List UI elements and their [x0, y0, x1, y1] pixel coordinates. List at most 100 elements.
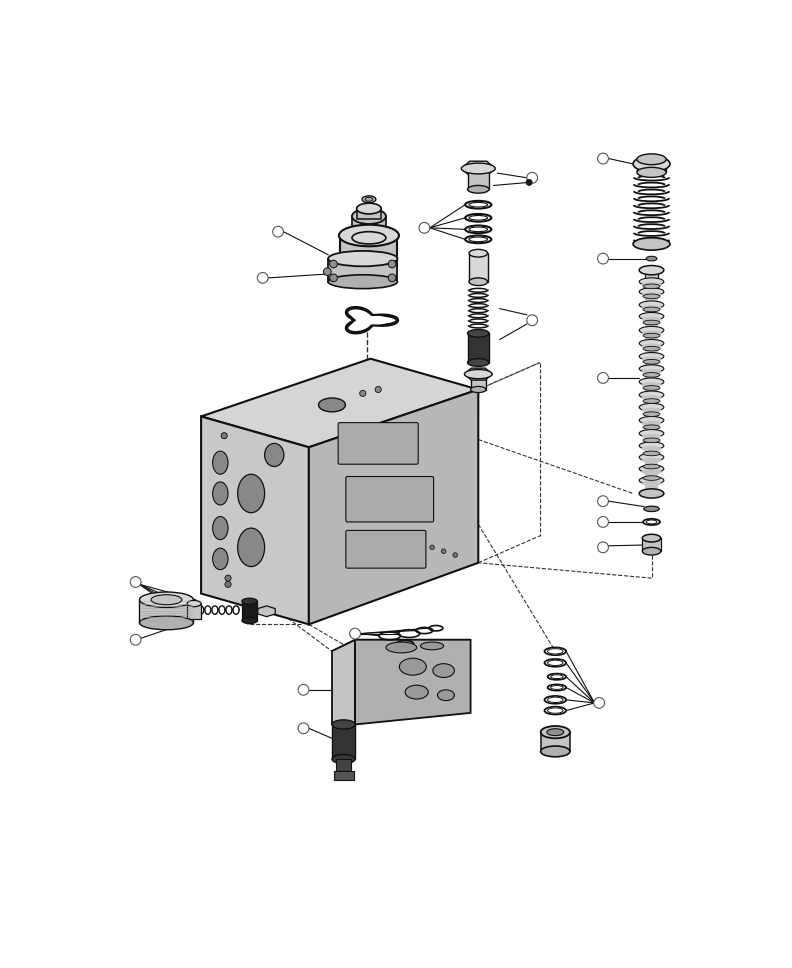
Ellipse shape — [332, 720, 355, 729]
Circle shape — [360, 390, 366, 397]
Ellipse shape — [469, 227, 488, 231]
Polygon shape — [469, 254, 488, 282]
Ellipse shape — [187, 600, 201, 607]
Ellipse shape — [242, 598, 257, 604]
Ellipse shape — [642, 282, 661, 287]
Ellipse shape — [639, 391, 664, 399]
Ellipse shape — [547, 660, 563, 666]
Ellipse shape — [547, 697, 563, 703]
Ellipse shape — [328, 251, 398, 266]
Ellipse shape — [643, 438, 660, 442]
Ellipse shape — [642, 357, 661, 362]
Ellipse shape — [212, 451, 228, 474]
Ellipse shape — [265, 443, 284, 467]
Ellipse shape — [643, 425, 660, 430]
Ellipse shape — [242, 618, 257, 623]
Circle shape — [527, 315, 538, 325]
Ellipse shape — [642, 408, 661, 413]
Polygon shape — [352, 312, 388, 329]
Ellipse shape — [356, 203, 381, 214]
Ellipse shape — [642, 421, 661, 426]
Polygon shape — [258, 606, 275, 617]
Ellipse shape — [642, 534, 661, 542]
Ellipse shape — [151, 594, 182, 605]
Polygon shape — [201, 416, 309, 624]
Ellipse shape — [541, 746, 570, 757]
Circle shape — [598, 373, 608, 383]
Ellipse shape — [637, 167, 666, 177]
Circle shape — [598, 517, 608, 528]
Ellipse shape — [225, 575, 231, 581]
Polygon shape — [201, 359, 478, 447]
Circle shape — [350, 628, 360, 639]
Ellipse shape — [643, 411, 660, 416]
Ellipse shape — [467, 359, 489, 367]
Circle shape — [375, 386, 381, 393]
Circle shape — [388, 260, 396, 268]
Ellipse shape — [139, 616, 193, 630]
Ellipse shape — [643, 465, 660, 469]
Ellipse shape — [639, 313, 664, 320]
Ellipse shape — [643, 399, 660, 404]
Ellipse shape — [318, 398, 345, 411]
Circle shape — [329, 274, 337, 282]
Ellipse shape — [639, 430, 664, 438]
Ellipse shape — [639, 287, 664, 295]
Ellipse shape — [547, 708, 563, 713]
Ellipse shape — [643, 347, 660, 351]
Circle shape — [527, 172, 538, 183]
Polygon shape — [187, 604, 201, 619]
Polygon shape — [467, 168, 489, 190]
Circle shape — [526, 179, 532, 186]
Ellipse shape — [642, 458, 661, 463]
Circle shape — [441, 549, 446, 554]
FancyBboxPatch shape — [346, 530, 426, 568]
Ellipse shape — [399, 658, 426, 676]
Circle shape — [298, 684, 309, 695]
Polygon shape — [464, 368, 492, 380]
Ellipse shape — [639, 301, 664, 309]
Circle shape — [453, 553, 458, 558]
Polygon shape — [328, 258, 398, 282]
Ellipse shape — [642, 369, 661, 375]
Ellipse shape — [639, 365, 664, 373]
Ellipse shape — [646, 520, 657, 524]
Polygon shape — [642, 538, 661, 551]
Ellipse shape — [643, 475, 660, 480]
Ellipse shape — [421, 642, 444, 650]
Ellipse shape — [365, 197, 373, 201]
Circle shape — [430, 545, 434, 550]
Ellipse shape — [642, 317, 661, 322]
Ellipse shape — [362, 196, 376, 202]
Polygon shape — [461, 162, 495, 176]
Circle shape — [598, 153, 608, 164]
Polygon shape — [332, 640, 355, 724]
Ellipse shape — [642, 446, 661, 451]
Ellipse shape — [637, 154, 666, 165]
Ellipse shape — [642, 434, 661, 439]
Ellipse shape — [643, 373, 660, 378]
Ellipse shape — [467, 329, 489, 337]
Circle shape — [130, 634, 141, 645]
Ellipse shape — [639, 378, 664, 385]
Polygon shape — [332, 724, 355, 759]
Ellipse shape — [546, 729, 564, 736]
Ellipse shape — [639, 453, 664, 461]
Circle shape — [419, 223, 430, 233]
Ellipse shape — [464, 370, 492, 378]
Ellipse shape — [470, 386, 486, 393]
Circle shape — [323, 268, 331, 276]
Ellipse shape — [639, 489, 664, 499]
Ellipse shape — [467, 186, 489, 194]
Polygon shape — [356, 208, 381, 219]
Ellipse shape — [639, 352, 664, 360]
Polygon shape — [541, 732, 570, 751]
Ellipse shape — [547, 649, 563, 654]
Ellipse shape — [639, 404, 664, 411]
Ellipse shape — [643, 333, 660, 338]
Circle shape — [272, 227, 284, 237]
Ellipse shape — [643, 320, 660, 325]
Ellipse shape — [642, 331, 661, 336]
Circle shape — [329, 260, 337, 268]
Polygon shape — [637, 160, 666, 172]
